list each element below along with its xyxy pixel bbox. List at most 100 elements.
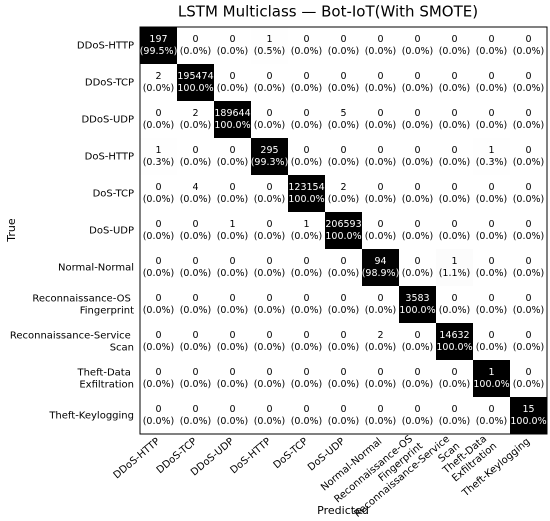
cell-percentage: (0.0%) [291,342,323,353]
cell-percentage: (0.0%) [402,231,434,242]
cell-percentage: (0.0%) [291,416,323,427]
cell-count: 0 [155,182,161,193]
cell-percentage: (0.0%) [254,231,286,242]
cell-count: 0 [155,256,161,267]
cell-count: 0 [451,293,457,304]
cell-count: 195474 [177,71,213,82]
cell-count: 0 [229,145,235,156]
cell [325,397,362,434]
cell [473,323,510,360]
cell-percentage: (0.0%) [217,83,249,94]
cell-count: 0 [266,293,272,304]
y-tick-label: DDoS-UDP [81,115,134,126]
cell-count: 0 [303,145,309,156]
y-tick-label: Reconnaissance-Service Scan [10,331,134,354]
cell-count: 0 [451,182,457,193]
cell-percentage: (100.0%) [174,83,218,94]
cell-count: 0 [266,256,272,267]
cell-percentage: (0.0%) [365,379,397,390]
cell-percentage: (0.5%) [254,46,286,57]
cell [436,397,473,434]
cell-percentage: (0.0%) [143,342,175,353]
cell-count: 0 [451,145,457,156]
cell-percentage: (0.0%) [365,46,397,57]
cell-count: 1 [488,367,494,378]
cell-count: 0 [414,182,420,193]
cell [288,249,325,286]
cell [214,64,251,101]
cell-percentage: (0.0%) [254,194,286,205]
cell-percentage: (0.0%) [180,157,212,168]
cell-count: 2 [192,108,198,119]
cell-count: 0 [155,330,161,341]
cell-count: 4 [192,182,198,193]
cell [177,27,214,64]
cell-percentage: (0.0%) [365,120,397,131]
cell-count: 0 [377,367,383,378]
cell [214,323,251,360]
cell-percentage: (0.0%) [291,46,323,57]
cell-percentage: (100.0%) [433,342,477,353]
cell [436,64,473,101]
cell-count: 0 [192,256,198,267]
cell-percentage: (100.0%) [507,416,550,427]
cell-count: 0 [155,293,161,304]
cell-count: 0 [377,108,383,119]
cell-percentage: (0.0%) [143,194,175,205]
cell-percentage: (99.5%) [140,46,178,57]
cell [140,249,177,286]
cell-count: 0 [377,71,383,82]
cell [251,249,288,286]
cell-count: 0 [229,182,235,193]
cell-percentage: (1.1%) [439,268,471,279]
cell-percentage: (0.0%) [402,46,434,57]
y-axis-label: True [5,218,18,243]
cell-count: 0 [155,108,161,119]
cell [251,360,288,397]
cell [251,175,288,212]
cell [140,175,177,212]
cell-percentage: (0.0%) [439,157,471,168]
cell-count: 0 [451,71,457,82]
x-tick-label: DoS-HTTP [228,436,273,476]
cell-count: 0 [488,182,494,193]
cell-percentage: (0.0%) [439,231,471,242]
cell-count: 1 [303,219,309,230]
cell [140,212,177,249]
cell [362,101,399,138]
cell [399,323,436,360]
cell [325,249,362,286]
cell-percentage: (0.0%) [513,268,545,279]
cell-count: 0 [340,404,346,415]
cell-count: 0 [340,71,346,82]
cell-count: 0 [488,404,494,415]
cell-count: 0 [488,219,494,230]
cell-percentage: (0.0%) [217,194,249,205]
cell-percentage: (0.0%) [143,379,175,390]
cell-percentage: (0.0%) [402,120,434,131]
cell-percentage: (0.0%) [476,231,508,242]
cell-percentage: (0.0%) [328,83,360,94]
cell [436,27,473,64]
cell-count: 0 [414,34,420,45]
cell-percentage: (0.0%) [365,83,397,94]
cell [177,175,214,212]
cell-count: 0 [414,330,420,341]
cell [325,212,362,249]
cell-percentage: (0.0%) [439,416,471,427]
chart-title: LSTM Multiclass — Bot-IoT(With SMOTE) [178,3,478,21]
cell-count: 0 [192,330,198,341]
cell [288,397,325,434]
cell-percentage: (98.9%) [362,268,400,279]
cell [214,101,251,138]
cell-percentage: (0.0%) [476,83,508,94]
cell [399,27,436,64]
cell-count: 0 [303,330,309,341]
cell-count: 0 [377,219,383,230]
cell [325,323,362,360]
cell [251,138,288,175]
cell-count: 0 [340,330,346,341]
cell-percentage: (0.0%) [328,379,360,390]
cell-count: 0 [192,367,198,378]
cell [325,64,362,101]
